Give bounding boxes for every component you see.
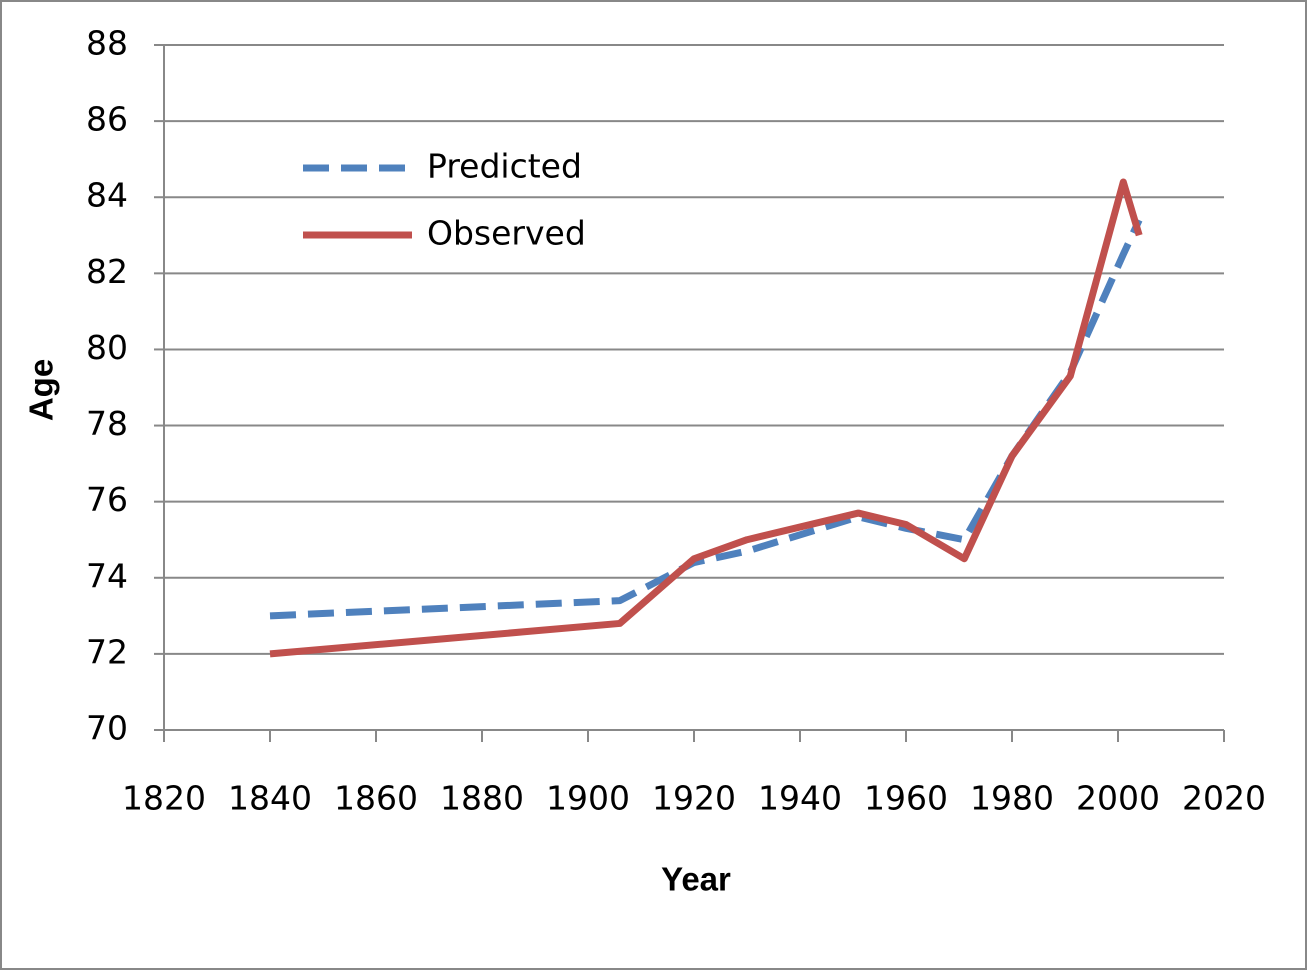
y-tick-label: 82 — [86, 252, 128, 291]
y-tick-label: 76 — [86, 480, 128, 519]
x-tick-label: 1840 — [228, 779, 312, 818]
y-tick-label: 70 — [86, 709, 128, 748]
y-tick-label: 86 — [86, 100, 128, 139]
x-tick-label: 1860 — [334, 779, 418, 818]
legend-label: Predicted — [427, 147, 582, 186]
x-tick-label: 1820 — [122, 779, 206, 818]
x-tick-label: 1920 — [652, 779, 736, 818]
y-tick-label: 80 — [86, 328, 128, 367]
y-tick-label: 78 — [86, 404, 128, 443]
x-axis-title: Year — [661, 861, 731, 898]
x-tick-label: 1940 — [758, 779, 842, 818]
x-tick-label: 2000 — [1076, 779, 1160, 818]
legend-label: Observed — [427, 214, 586, 253]
x-tick-label: 1880 — [440, 779, 524, 818]
x-tick-label: 1960 — [864, 779, 948, 818]
x-tick-label: 1980 — [970, 779, 1054, 818]
y-tick-label: 72 — [86, 632, 128, 671]
series-line — [269, 178, 1143, 658]
x-tick-label: 1900 — [546, 779, 630, 818]
x-tick-label: 2020 — [1182, 779, 1266, 818]
y-axis-title: Age — [23, 359, 60, 421]
y-tick-label: 74 — [86, 556, 128, 595]
y-tick-label: 88 — [86, 24, 128, 63]
y-tick-label: 84 — [86, 176, 128, 215]
